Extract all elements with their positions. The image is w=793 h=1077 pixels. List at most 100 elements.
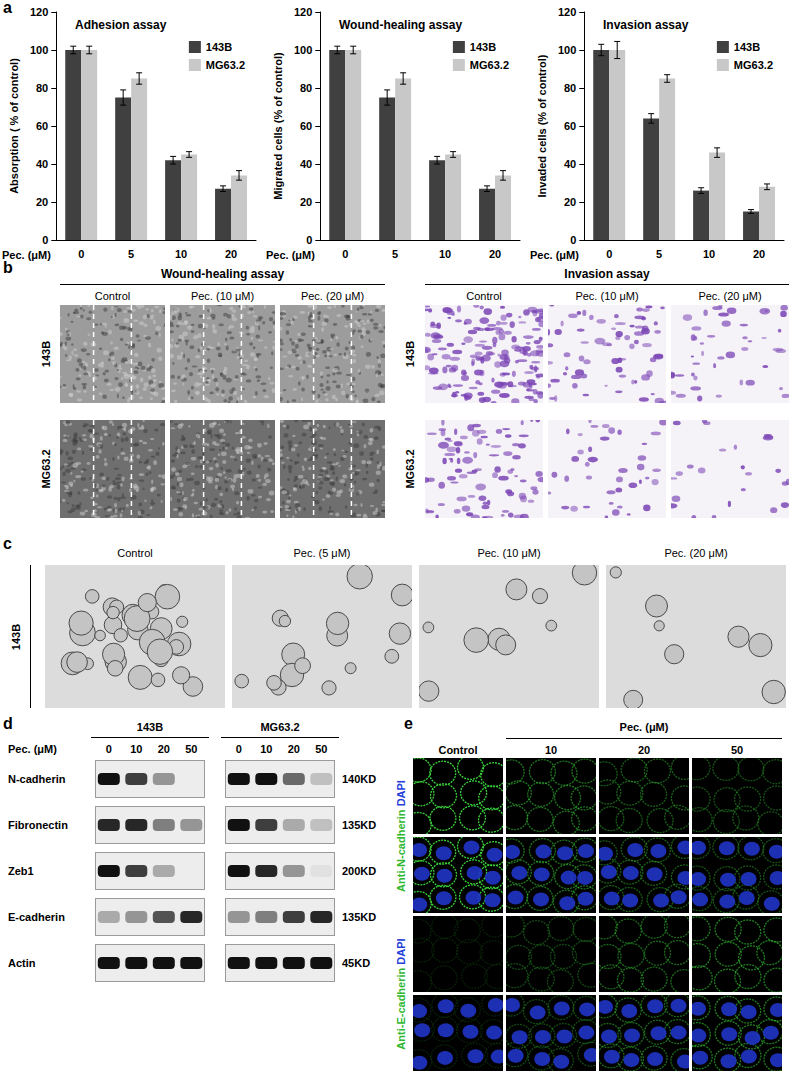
html-text:E-cadherin: E-cadherin xyxy=(8,910,65,923)
html-text:MG63.2: MG63.2 xyxy=(39,449,52,489)
svg-text:Pec. (μM): Pec. (μM) xyxy=(2,249,51,261)
svg-text:Invaded cells (% of control): Invaded cells (% of control) xyxy=(536,54,548,197)
svg-text:143B: 143B xyxy=(470,41,496,53)
svg-text:10: 10 xyxy=(175,248,187,260)
html-text:143B: 143B xyxy=(39,340,52,368)
html-text:Control: Control xyxy=(466,289,502,302)
html-text:20: 20 xyxy=(157,742,170,755)
svg-text:20: 20 xyxy=(36,196,48,208)
svg-text:Pec. (μM): Pec. (μM) xyxy=(530,249,579,261)
html-text:143B: 143B xyxy=(403,340,416,368)
html-text:Anti-E-cadherin: Anti-E-cadherin xyxy=(394,967,407,1050)
svg-text:20: 20 xyxy=(300,196,312,208)
html-text:Pec. (μM): Pec. (μM) xyxy=(8,742,57,755)
html-text:50: 50 xyxy=(730,743,744,756)
html-text:45KD: 45KD xyxy=(342,956,371,969)
html-text:0: 0 xyxy=(105,742,112,755)
svg-text:20: 20 xyxy=(564,196,576,208)
svg-text:MG63.2: MG63.2 xyxy=(470,59,509,71)
svg-text:Migrated cells (% of control): Migrated cells (% of control) xyxy=(272,52,284,200)
svg-text:5: 5 xyxy=(392,248,398,260)
html-text:DAPI: DAPI xyxy=(394,779,407,806)
svg-text:80: 80 xyxy=(300,82,312,94)
svg-text:0: 0 xyxy=(306,234,312,246)
svg-text:20: 20 xyxy=(753,248,765,260)
svg-text:40: 40 xyxy=(300,158,312,170)
html-text:Invasion assay: Invasion assay xyxy=(564,267,650,281)
html-text:MG63.2: MG63.2 xyxy=(403,449,416,489)
svg-text:60: 60 xyxy=(300,120,312,132)
html-text:Pec. (20 μM): Pec. (20 μM) xyxy=(300,289,365,302)
html-text:Pec. (20 μM): Pec. (20 μM) xyxy=(664,546,728,559)
svg-text:120: 120 xyxy=(30,6,48,18)
svg-text:143B: 143B xyxy=(734,41,760,53)
svg-text:100: 100 xyxy=(30,44,48,56)
html-text:20: 20 xyxy=(637,743,651,756)
html-text:135KD: 135KD xyxy=(342,910,377,923)
svg-text:100: 100 xyxy=(558,44,576,56)
svg-text:40: 40 xyxy=(36,158,48,170)
svg-text:MG63.2: MG63.2 xyxy=(734,59,773,71)
svg-text:80: 80 xyxy=(564,82,576,94)
html-text:Pec. (20 μM): Pec. (20 μM) xyxy=(698,289,762,302)
html-text:Pec. (10 μM): Pec. (10 μM) xyxy=(190,289,255,302)
svg-text:0: 0 xyxy=(570,234,576,246)
html-text:10: 10 xyxy=(260,742,273,755)
svg-text:Pec. (μM): Pec. (μM) xyxy=(266,249,315,261)
svg-text:20: 20 xyxy=(489,248,501,260)
svg-text:0: 0 xyxy=(42,234,48,246)
svg-text:Wound-healing assay: Wound-healing assay xyxy=(339,18,462,32)
svg-text:10: 10 xyxy=(703,248,715,260)
html-text:Zeb1: Zeb1 xyxy=(8,864,34,877)
html-text:Control: Control xyxy=(94,289,131,302)
svg-text:80: 80 xyxy=(36,82,48,94)
svg-text:100: 100 xyxy=(294,44,312,56)
html-text:Actin: Actin xyxy=(8,956,36,969)
html-text:143B: 143B xyxy=(9,623,22,650)
html-text:0: 0 xyxy=(235,742,242,755)
html-text:Anti-N-cadherin: Anti-N-cadherin xyxy=(394,808,407,892)
html-text:MG63.2: MG63.2 xyxy=(260,720,300,733)
html-text:10: 10 xyxy=(544,743,558,756)
html-text:Pec. (10 μM): Pec. (10 μM) xyxy=(477,546,541,559)
html-text:Wound-healing assay: Wound-healing assay xyxy=(160,267,285,281)
html-text:b: b xyxy=(3,259,13,276)
svg-text:120: 120 xyxy=(294,6,312,18)
html-text:e: e xyxy=(404,715,413,732)
html-text:50: 50 xyxy=(315,742,328,755)
html-text:10: 10 xyxy=(130,742,143,755)
svg-text:0: 0 xyxy=(78,248,84,260)
html-text:Pec. (5 μM): Pec. (5 μM) xyxy=(293,546,351,559)
html-text:DAPI: DAPI xyxy=(394,937,407,965)
svg-text:0: 0 xyxy=(606,248,612,260)
html-text:20: 20 xyxy=(287,742,300,755)
html-text:200KD: 200KD xyxy=(342,864,377,877)
html-text:50: 50 xyxy=(185,742,198,755)
svg-text:Adhesion assay: Adhesion assay xyxy=(75,18,167,32)
html-text:Control: Control xyxy=(117,546,153,559)
svg-text:5: 5 xyxy=(656,248,662,260)
svg-text:MG63.2: MG63.2 xyxy=(206,59,245,71)
html-text:Pec. (μM): Pec. (μM) xyxy=(619,720,669,733)
html-text:Pec. (10 μM): Pec. (10 μM) xyxy=(575,289,639,302)
html-text:Control: Control xyxy=(438,743,478,756)
html-text:c: c xyxy=(3,535,12,552)
html-text:143B: 143B xyxy=(136,720,164,733)
svg-text:10: 10 xyxy=(439,248,451,260)
svg-text:60: 60 xyxy=(36,120,48,132)
html-text:140KD: 140KD xyxy=(342,772,377,785)
svg-text:143B: 143B xyxy=(206,41,232,53)
svg-text:0: 0 xyxy=(342,248,348,260)
html-text:a: a xyxy=(3,0,12,16)
svg-text:120: 120 xyxy=(558,6,576,18)
svg-text:40: 40 xyxy=(564,158,576,170)
svg-text:60: 60 xyxy=(564,120,576,132)
svg-text:20: 20 xyxy=(225,248,237,260)
html-text:Fibronectin: Fibronectin xyxy=(8,818,68,831)
svg-text:Absorption ( % of control): Absorption ( % of control) xyxy=(8,58,20,194)
html-text:135KD: 135KD xyxy=(342,818,377,831)
svg-text:Invasion assay: Invasion assay xyxy=(603,18,689,32)
svg-text:5: 5 xyxy=(128,248,134,260)
html-text:N-cadherin: N-cadherin xyxy=(8,772,66,785)
html-text:d: d xyxy=(3,715,13,732)
